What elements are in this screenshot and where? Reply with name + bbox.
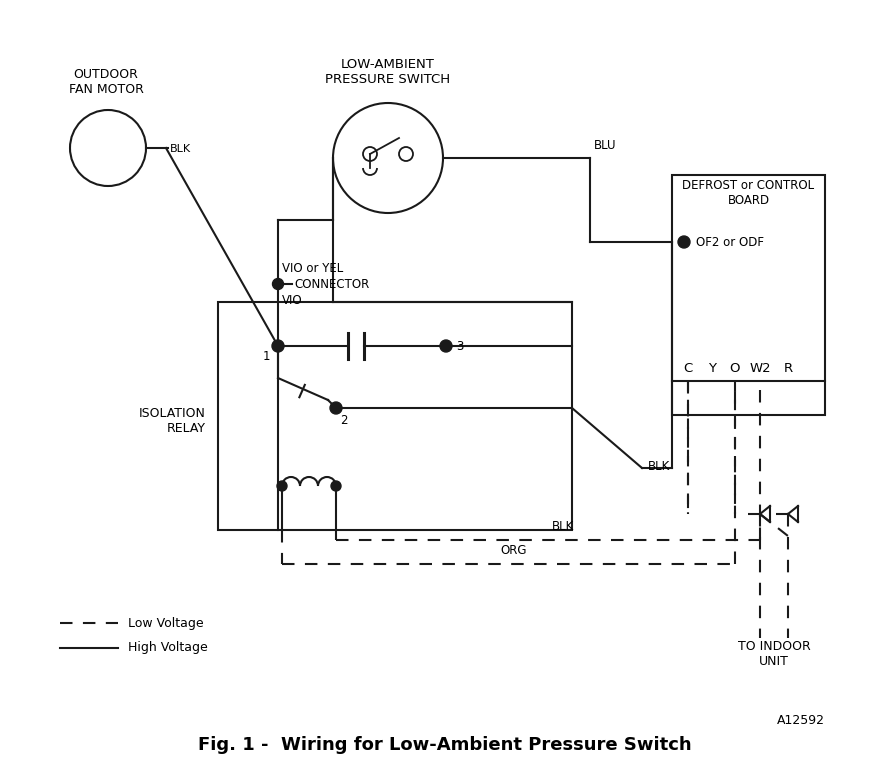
Text: A12592: A12592 — [777, 713, 825, 726]
Text: Low Voltage: Low Voltage — [128, 616, 204, 629]
Circle shape — [330, 402, 342, 414]
Text: VIO or YEL: VIO or YEL — [282, 262, 344, 275]
Circle shape — [272, 340, 284, 352]
Text: 2: 2 — [340, 414, 347, 427]
Text: DEFROST or CONTROL
BOARD: DEFROST or CONTROL BOARD — [683, 179, 814, 207]
Text: OF2 or ODF: OF2 or ODF — [696, 235, 764, 248]
Circle shape — [331, 481, 341, 491]
Circle shape — [678, 236, 690, 248]
Text: OUTDOOR
FAN MOTOR: OUTDOOR FAN MOTOR — [69, 68, 143, 96]
Text: BLK: BLK — [648, 459, 670, 473]
Circle shape — [277, 481, 287, 491]
Text: ISOLATION
RELAY: ISOLATION RELAY — [139, 407, 206, 435]
Text: R: R — [783, 362, 793, 376]
Text: BLK: BLK — [170, 144, 191, 154]
Text: CONNECTOR: CONNECTOR — [294, 278, 369, 290]
Text: VIO: VIO — [282, 293, 303, 307]
Circle shape — [440, 340, 452, 352]
Text: C: C — [684, 362, 692, 376]
Text: Fig. 1 -  Wiring for Low-Ambient Pressure Switch: Fig. 1 - Wiring for Low-Ambient Pressure… — [198, 736, 692, 754]
Text: LOW-AMBIENT
PRESSURE SWITCH: LOW-AMBIENT PRESSURE SWITCH — [326, 58, 450, 86]
Bar — [218, 302, 572, 530]
Text: W2: W2 — [749, 362, 771, 376]
Text: TO INDOOR
UNIT: TO INDOOR UNIT — [738, 640, 811, 668]
Text: Y: Y — [708, 362, 716, 376]
Text: 1: 1 — [263, 349, 270, 362]
Text: BLU: BLU — [594, 139, 617, 152]
Text: High Voltage: High Voltage — [128, 642, 207, 654]
Text: BLK: BLK — [552, 519, 574, 532]
Text: O: O — [730, 362, 740, 376]
Bar — [672, 175, 825, 415]
Text: 3: 3 — [456, 340, 464, 352]
Text: ORG: ORG — [500, 543, 527, 556]
Circle shape — [272, 279, 284, 289]
